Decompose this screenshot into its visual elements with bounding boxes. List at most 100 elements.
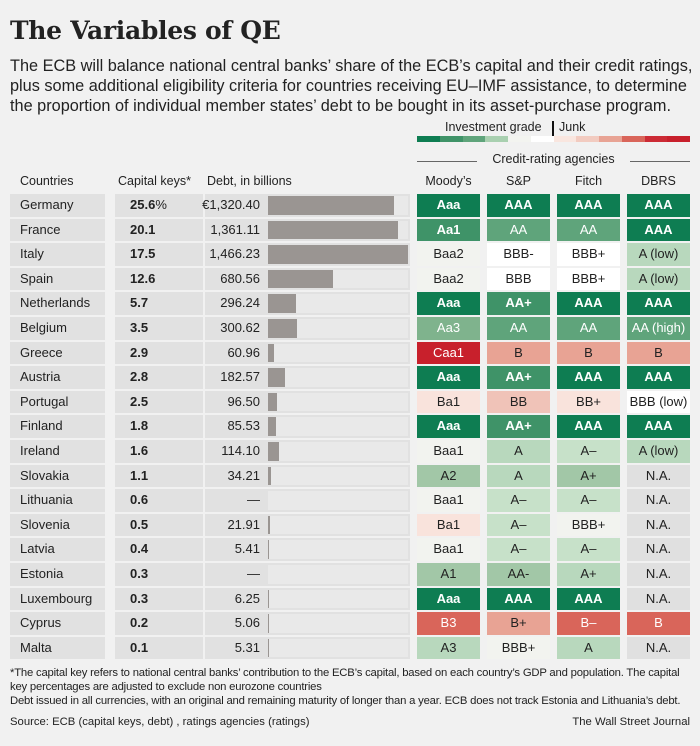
- table-row: Estonia 0.3 — A1 AA- A+ N.A.: [10, 562, 700, 588]
- debt-bar: [268, 196, 395, 215]
- rating-sp: BBB-: [487, 243, 550, 266]
- capital-key: 1.6: [115, 439, 203, 463]
- country-name: Germany: [10, 194, 105, 217]
- capital-key: 20.1: [115, 218, 203, 242]
- rating-dbrs: AA (high): [627, 316, 690, 340]
- capital-key-value: 0.3: [130, 590, 149, 606]
- legend-investment-grade: Investment grade: [445, 120, 542, 134]
- capital-key-value: 1.6: [130, 442, 149, 458]
- debt-value: 85.53: [227, 418, 260, 434]
- debt-cell: —: [205, 562, 410, 586]
- rating-fitch: AA: [557, 316, 620, 340]
- debt-bar-track: [268, 515, 408, 535]
- debt-bar: [268, 220, 398, 240]
- debt-bar: [268, 245, 408, 264]
- capital-key: 2.9: [115, 341, 203, 365]
- debt-value: €1,320.40: [202, 197, 260, 212]
- debt-value: 296.24: [220, 295, 260, 311]
- rating-moodys: A1: [417, 562, 480, 586]
- table-row: Lithuania 0.6 — Baa1 A– A– N.A.: [10, 489, 700, 514]
- rating-fitch: BBB+: [557, 243, 620, 266]
- debt-bar-track: [268, 589, 408, 609]
- debt-bar: [268, 638, 269, 658]
- rating-dbrs: N.A.: [627, 562, 690, 586]
- debt-bar-track: [268, 441, 408, 461]
- credit: The Wall Street Journal: [572, 716, 690, 728]
- country-name: France: [10, 218, 105, 242]
- rating-sp: B: [487, 341, 550, 365]
- capital-key-value: 0.4: [130, 541, 149, 557]
- debt-value: 5.41: [234, 541, 260, 557]
- capital-key-value: 17.5: [130, 246, 156, 262]
- debt-bar-track: [268, 614, 408, 633]
- country-name: Belgium: [10, 316, 105, 340]
- table-row: Portugal 2.5 96.50 Ba1 BB BB+ BBB (low): [10, 390, 700, 416]
- table-row: Germany 25.6% €1,320.40 Aaa AAA AAA AAA: [10, 194, 700, 219]
- legend-swatch: [644, 136, 668, 142]
- debt-bar-track: [268, 343, 408, 363]
- rating-moodys: Aaa: [417, 292, 480, 315]
- rating-dbrs: AAA: [627, 415, 690, 438]
- header-fitch: Fitch: [574, 174, 603, 188]
- debt-bar: [268, 417, 277, 436]
- rating-sp: AA: [487, 218, 550, 242]
- debt-bar: [268, 540, 269, 559]
- rating-sp: AAA: [487, 194, 550, 217]
- rating-fitch: AA: [557, 218, 620, 242]
- country-name: Estonia: [10, 562, 105, 586]
- rating-dbrs: A (low): [627, 267, 690, 291]
- rating-sp: AA-: [487, 562, 550, 586]
- table-row: Luxembourg 0.3 6.25 Aaa AAA AAA N.A.: [10, 587, 700, 613]
- agencies-title: Credit-rating agencies: [417, 152, 690, 166]
- rating-moodys: Ba1: [417, 390, 480, 414]
- table-row: Slovakia 1.1 34.21 A2 A A+ N.A.: [10, 464, 700, 490]
- capital-key: 0.2: [115, 612, 203, 635]
- capital-key-value: 0.3: [130, 565, 149, 581]
- header-capital-keys: Capital keys*: [118, 174, 191, 188]
- debt-cell: 5.06: [205, 612, 410, 635]
- source: Source: ECB (capital keys, debt) , ratin…: [10, 716, 310, 728]
- debt-cell: —: [205, 489, 410, 512]
- rating-sp: AA: [487, 316, 550, 340]
- rating-fitch: AAA: [557, 366, 620, 389]
- table-row: Finland 1.8 85.53 Aaa AA+ AAA AAA: [10, 415, 700, 440]
- rating-dbrs: N.A.: [627, 513, 690, 537]
- rating-dbrs: N.A.: [627, 636, 690, 660]
- debt-bar-track: [268, 318, 408, 338]
- rating-fitch: BBB+: [557, 267, 620, 291]
- debt-value: 1,466.23: [209, 246, 260, 262]
- legend-swatch: [599, 136, 622, 142]
- country-name: Finland: [10, 415, 105, 438]
- debt-cell: 1,361.11: [205, 218, 410, 242]
- debt-cell: €1,320.40: [202, 194, 410, 217]
- capital-key-value: 0.5: [130, 516, 149, 532]
- capital-key: 0.5: [115, 513, 203, 537]
- capital-key: 1.8: [115, 415, 203, 438]
- debt-bar: [268, 368, 286, 387]
- capital-key-value: 2.8: [130, 369, 149, 385]
- debt-cell: 96.50: [205, 390, 410, 414]
- debt-value: 34.21: [227, 467, 260, 483]
- rating-sp: A: [487, 464, 550, 488]
- rating-moodys: A3: [417, 636, 480, 660]
- rating-sp: A–: [487, 538, 550, 561]
- debt-value: 60.96: [227, 344, 260, 360]
- table-row: Malta 0.1 5.31 A3 BBB+ A N.A.: [10, 636, 700, 662]
- debt-bar: [268, 269, 333, 289]
- legend-swatch: [417, 136, 440, 142]
- country-name: Malta: [10, 636, 105, 660]
- table-row: Cyprus 0.2 5.06 B3 B+ B– B: [10, 612, 700, 637]
- capital-key: 17.5: [115, 243, 203, 266]
- capital-key-value: 0.2: [130, 615, 149, 631]
- rating-moodys: Ba1: [417, 513, 480, 537]
- debt-bar-track: [268, 294, 408, 313]
- debt-bar-track: [268, 245, 408, 264]
- debt-bar-track: [268, 368, 408, 387]
- rating-fitch: BBB+: [557, 513, 620, 537]
- debt-bar: [268, 294, 297, 313]
- debt-cell: 60.96: [205, 341, 410, 365]
- rating-dbrs: N.A.: [627, 489, 690, 512]
- rating-moodys: Aa1: [417, 218, 480, 242]
- rating-sp: BB: [487, 390, 550, 414]
- rating-moodys: Aaa: [417, 366, 480, 389]
